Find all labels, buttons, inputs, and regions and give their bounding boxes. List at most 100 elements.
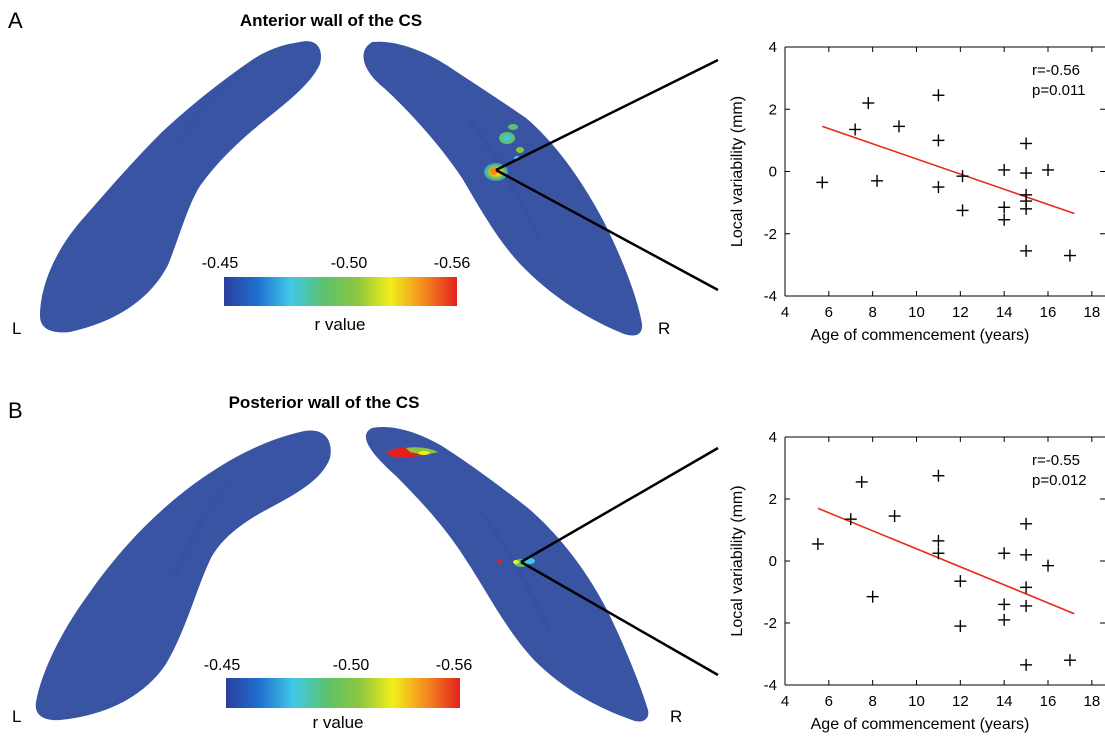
x-tick-label: 4 bbox=[781, 304, 789, 321]
hemisphere-left-label: L bbox=[12, 707, 21, 726]
colorbar-label: r value bbox=[314, 315, 365, 334]
x-tick-label: 8 bbox=[868, 693, 876, 710]
data-point bbox=[954, 620, 967, 633]
x-tick-label: 6 bbox=[825, 693, 833, 710]
x-tick-label: 4 bbox=[781, 693, 789, 710]
y-tick-label: 4 bbox=[769, 39, 777, 56]
x-tick-label: 10 bbox=[908, 304, 925, 321]
data-point bbox=[1020, 202, 1033, 215]
callout-lines bbox=[495, 58, 719, 292]
data-point bbox=[1020, 137, 1033, 150]
stats-annotation: p=0.012 bbox=[1032, 472, 1087, 489]
data-point bbox=[1020, 658, 1033, 671]
data-point bbox=[932, 89, 945, 102]
panel-b: B Posterior wall of the CS L R -0.45 -0.… bbox=[8, 393, 719, 732]
x-tick-label: 8 bbox=[868, 304, 876, 321]
data-point bbox=[932, 547, 945, 560]
colorbar-gradient bbox=[226, 678, 460, 708]
y-tick-label: 0 bbox=[769, 553, 777, 570]
colorbar-gradient bbox=[224, 277, 457, 306]
data-point bbox=[954, 575, 967, 588]
data-point bbox=[866, 590, 879, 603]
x-tick-label: 16 bbox=[1040, 304, 1057, 321]
data-point bbox=[1020, 244, 1033, 257]
brain-surface-left bbox=[40, 41, 322, 333]
scatter-plot-b: 4 6 8 10 12 14 16 18 -4 -2 0 2 4 Age of commencement … bbox=[729, 429, 1105, 733]
data-point bbox=[932, 134, 945, 147]
stats-annotation: r=-0.55 bbox=[1032, 452, 1080, 469]
callout-lines bbox=[520, 446, 719, 677]
y-tick-label: 2 bbox=[769, 101, 777, 118]
data-point bbox=[844, 513, 857, 526]
stats-annotation: r=-0.56 bbox=[1032, 62, 1080, 79]
brain-surface-right bbox=[365, 426, 649, 722]
stats-annotation: p=0.011 bbox=[1032, 82, 1086, 99]
x-tick-label: 18 bbox=[1084, 693, 1101, 710]
colorbar-tick: -0.56 bbox=[434, 255, 471, 272]
data-point bbox=[998, 213, 1011, 226]
x-tick-label: 18 bbox=[1084, 304, 1101, 321]
colorbar-tick: -0.56 bbox=[436, 657, 473, 674]
x-tick-label: 12 bbox=[952, 693, 969, 710]
data-point bbox=[998, 163, 1011, 176]
colorbar-tick: -0.50 bbox=[333, 657, 370, 674]
y-axis-label: Local variability (mm) bbox=[729, 485, 746, 636]
colorbar: -0.45 -0.50 -0.56 r value bbox=[204, 657, 473, 732]
data-point bbox=[1042, 559, 1055, 572]
data-point bbox=[849, 123, 862, 136]
x-tick-label: 14 bbox=[996, 304, 1013, 321]
colorbar-tick: -0.50 bbox=[331, 255, 368, 272]
data-point bbox=[932, 534, 945, 547]
data-point bbox=[862, 97, 875, 110]
data-point bbox=[1063, 654, 1076, 667]
data-point bbox=[892, 120, 905, 133]
data-point bbox=[816, 176, 829, 189]
x-axis-label: Age of commencement (years) bbox=[811, 327, 1030, 344]
y-tick-label: 4 bbox=[769, 429, 777, 446]
x-axis-label: Age of commencement (years) bbox=[811, 716, 1030, 733]
regression-line bbox=[817, 507, 1075, 615]
panel-letter: A bbox=[8, 8, 23, 33]
brain-surface-right bbox=[363, 41, 643, 336]
colorbar-label: r value bbox=[312, 713, 363, 732]
panel-title: Posterior wall of the CS bbox=[229, 393, 420, 412]
y-tick-label: -2 bbox=[764, 615, 777, 632]
data-point bbox=[1020, 548, 1033, 561]
hemisphere-right-label: R bbox=[670, 707, 682, 726]
y-axis-label: Local variability (mm) bbox=[729, 96, 746, 247]
hemisphere-left-label: L bbox=[12, 319, 21, 338]
data-point bbox=[956, 170, 969, 183]
data-point bbox=[1020, 167, 1033, 180]
y-tick-label: 0 bbox=[769, 164, 777, 181]
data-point bbox=[1042, 163, 1055, 176]
data-point bbox=[1020, 599, 1033, 612]
regression-line bbox=[821, 125, 1075, 215]
y-tick-label: -2 bbox=[764, 226, 777, 243]
y-tick-label: -4 bbox=[764, 677, 777, 694]
y-tick-label: -4 bbox=[764, 288, 777, 305]
data-point bbox=[998, 613, 1011, 626]
y-tick-label: 2 bbox=[769, 491, 777, 508]
panel-letter: B bbox=[8, 398, 23, 423]
panel-a: A Anterior wall of the CS L R -0.45 -0.5… bbox=[8, 8, 719, 338]
data-point bbox=[1020, 517, 1033, 530]
data-point bbox=[998, 547, 1011, 560]
x-tick-label: 6 bbox=[825, 304, 833, 321]
x-tick-label: 10 bbox=[908, 693, 925, 710]
colorbar-tick: -0.45 bbox=[204, 657, 241, 674]
x-tick-label: 16 bbox=[1040, 693, 1057, 710]
colorbar-tick: -0.45 bbox=[202, 255, 239, 272]
data-point bbox=[855, 475, 868, 488]
brain-surface-left bbox=[35, 430, 331, 721]
x-tick-label: 12 bbox=[952, 304, 969, 321]
data-point bbox=[998, 598, 1011, 611]
colorbar: -0.45 -0.50 -0.56 r value bbox=[202, 255, 471, 334]
data-point bbox=[956, 204, 969, 217]
data-point bbox=[871, 174, 884, 187]
data-point bbox=[1063, 249, 1076, 262]
data-point bbox=[811, 537, 824, 550]
data-point bbox=[888, 510, 901, 523]
data-point bbox=[932, 181, 945, 194]
data-point bbox=[998, 201, 1011, 214]
